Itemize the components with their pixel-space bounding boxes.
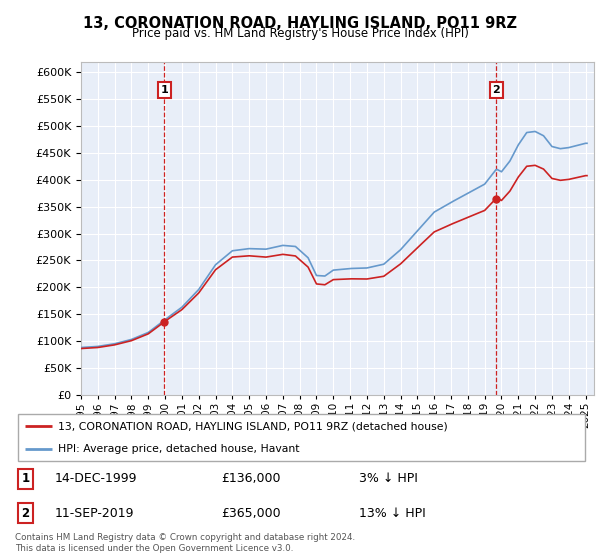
- Text: 3% ↓ HPI: 3% ↓ HPI: [359, 473, 418, 486]
- Text: HPI: Average price, detached house, Havant: HPI: Average price, detached house, Hava…: [58, 444, 299, 454]
- Text: 11-SEP-2019: 11-SEP-2019: [55, 507, 134, 520]
- Text: £365,000: £365,000: [221, 507, 281, 520]
- Text: 13% ↓ HPI: 13% ↓ HPI: [359, 507, 425, 520]
- Text: 2: 2: [21, 507, 29, 520]
- Text: 13, CORONATION ROAD, HAYLING ISLAND, PO11 9RZ: 13, CORONATION ROAD, HAYLING ISLAND, PO1…: [83, 16, 517, 31]
- Text: 2: 2: [493, 85, 500, 95]
- Text: 1: 1: [161, 85, 169, 95]
- Text: 13, CORONATION ROAD, HAYLING ISLAND, PO11 9RZ (detached house): 13, CORONATION ROAD, HAYLING ISLAND, PO1…: [58, 421, 448, 431]
- Text: Contains HM Land Registry data © Crown copyright and database right 2024.
This d: Contains HM Land Registry data © Crown c…: [15, 533, 355, 553]
- Text: 1: 1: [21, 473, 29, 486]
- Text: 14-DEC-1999: 14-DEC-1999: [55, 473, 137, 486]
- Text: Price paid vs. HM Land Registry's House Price Index (HPI): Price paid vs. HM Land Registry's House …: [131, 27, 469, 40]
- Text: £136,000: £136,000: [221, 473, 281, 486]
- FancyBboxPatch shape: [18, 414, 585, 460]
